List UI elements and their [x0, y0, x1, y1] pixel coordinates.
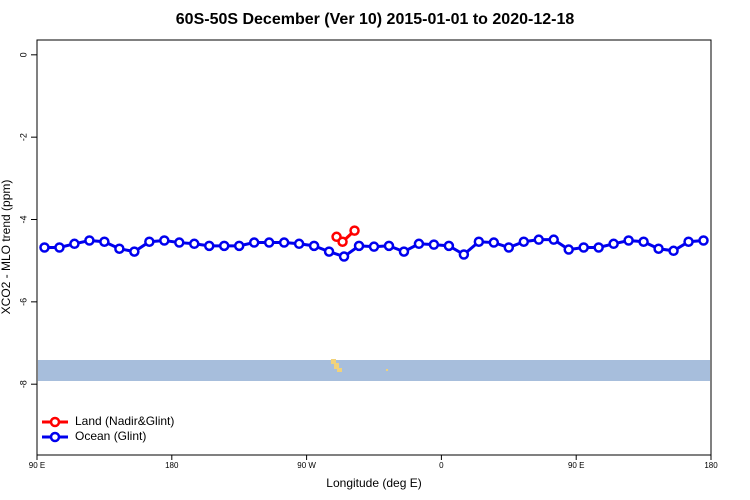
x-tick-label: 180 [704, 461, 718, 470]
point [458, 249, 470, 260]
point [114, 243, 125, 254]
point [293, 238, 305, 250]
point [428, 239, 440, 250]
point [308, 240, 320, 252]
point [99, 236, 110, 247]
y-tick-label: -6 [18, 298, 28, 306]
point [349, 225, 360, 236]
y-tick-label: -4 [18, 215, 28, 223]
point [398, 246, 410, 257]
point [683, 236, 694, 247]
point [84, 235, 95, 246]
x-tick-label: 90 W [297, 461, 316, 470]
point [323, 246, 335, 257]
point [623, 235, 634, 246]
point [248, 237, 260, 248]
point [189, 238, 200, 250]
point [144, 236, 155, 247]
x-tick-label: 180 [165, 461, 179, 470]
point [338, 251, 350, 262]
point [698, 235, 709, 246]
point [278, 237, 290, 248]
point [503, 242, 515, 253]
point [443, 240, 455, 252]
y-tick-label: 0 [18, 52, 28, 57]
point [39, 242, 50, 253]
plot-frame [36, 39, 712, 456]
point [533, 234, 545, 245]
point [233, 240, 245, 252]
point [548, 234, 559, 245]
chart-title: 60S-50S December (Ver 10) 2015-01-01 to … [176, 11, 575, 28]
point [203, 240, 215, 252]
x-tick-label: 90 E [568, 461, 584, 470]
point [129, 246, 140, 257]
point [518, 236, 530, 247]
point [578, 242, 589, 253]
point [69, 238, 80, 250]
point [608, 238, 619, 250]
point [218, 240, 230, 252]
map-strip [38, 360, 710, 381]
point [413, 238, 425, 250]
point [263, 237, 275, 248]
point [353, 240, 365, 252]
legend-label: Land (Nadir&Glint) [75, 414, 174, 428]
y-axis-label: XCO2 - MLO trend (ppm) [0, 180, 13, 315]
point [337, 236, 348, 247]
point [54, 242, 65, 253]
point [368, 241, 380, 252]
point [473, 236, 485, 247]
point [159, 235, 170, 246]
x-tick-label: 90 E [29, 461, 45, 470]
x-tick-label: 0 [439, 461, 444, 470]
point [563, 244, 574, 255]
point [653, 243, 664, 254]
x-axis-label: Longitude (deg E) [326, 476, 421, 490]
point [668, 245, 679, 257]
y-tick-label: -2 [18, 133, 28, 141]
map-land [331, 359, 388, 372]
point [383, 240, 395, 252]
legend-label: Ocean (Glint) [75, 429, 146, 443]
point [174, 237, 185, 248]
y-tick-label: -8 [18, 380, 28, 388]
point [593, 242, 604, 253]
legend-marker [49, 416, 61, 428]
legend-marker [49, 431, 61, 443]
point [488, 237, 500, 248]
point [638, 236, 649, 247]
